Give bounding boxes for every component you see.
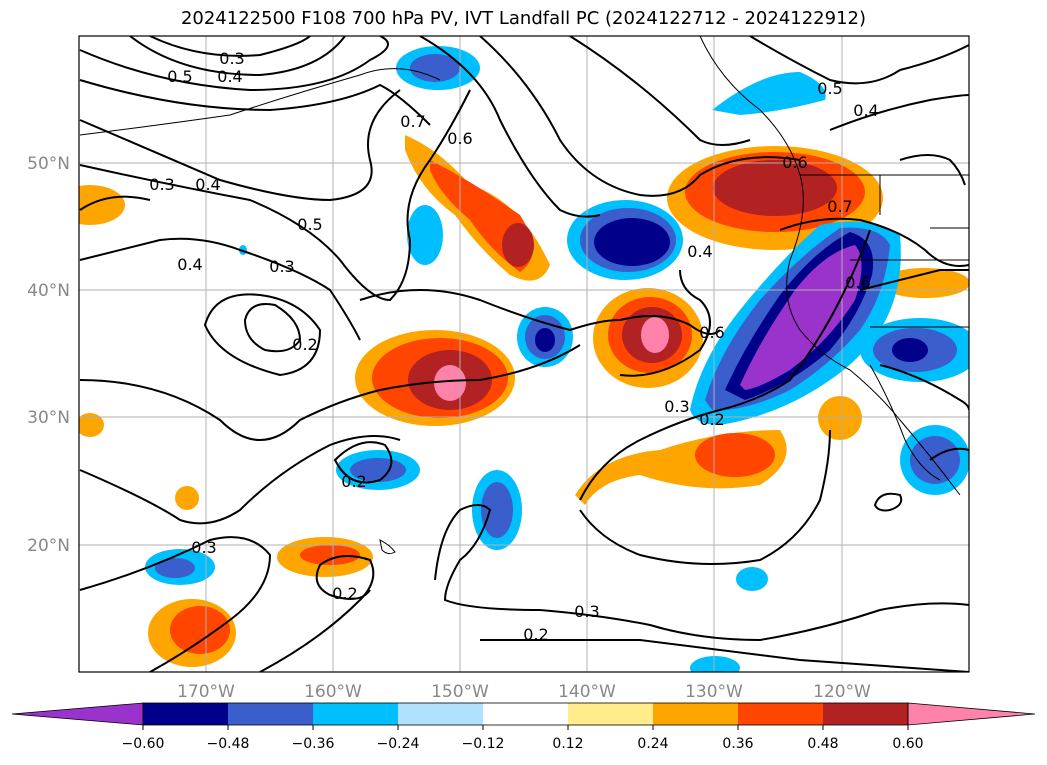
contour-label: 0.3 — [574, 602, 599, 621]
colorbar-ticks: −0.60 −0.48 −0.36 −0.24 −0.12 0.12 0.24 0.36 0.4… — [122, 725, 924, 752]
contour-label: 0.6 — [699, 323, 724, 342]
colorbar-segment — [483, 703, 568, 725]
contour-label: 0.2 — [523, 625, 548, 644]
lon-label: 120°W — [813, 682, 871, 702]
contour-label: 0.4 — [217, 67, 242, 86]
colorbar-tick-label: 0.60 — [892, 736, 923, 752]
colorbar-segment — [313, 703, 398, 725]
contour-label: 0.2 — [292, 335, 317, 354]
map-frame — [78, 35, 970, 673]
contour-label: 0.3 — [219, 49, 244, 68]
contour-label: 0.5 — [817, 79, 842, 98]
contour-label: 0.6 — [845, 273, 870, 292]
lon-label: 160°W — [304, 682, 362, 702]
colorbar-tick-label: 0.12 — [552, 736, 583, 752]
lon-label: 170°W — [177, 682, 235, 702]
contour-label: 0.7 — [400, 112, 425, 131]
colorbar-segment — [653, 703, 738, 725]
contour-label: 0.4 — [687, 242, 712, 261]
colorbar-tick-label: −0.12 — [462, 736, 505, 752]
contour-label: 0.2 — [699, 410, 724, 429]
contour-label: 0.4 — [195, 175, 220, 194]
colorbar-extend-high — [907, 702, 1036, 726]
contour-label: 0.6 — [447, 129, 472, 148]
colorbar — [11, 702, 1036, 726]
contour-label: 0.2 — [341, 472, 366, 491]
colorbar-tick-label: 0.24 — [637, 736, 668, 752]
contour-label: 0.3 — [191, 538, 216, 557]
lat-label: 40°N — [27, 281, 70, 301]
colorbar-tick-label: 0.36 — [722, 736, 753, 752]
colorbar-segment — [143, 703, 228, 725]
contour-label: 0.4 — [853, 101, 878, 120]
colorbar-extend-low — [11, 702, 144, 726]
colorbar-tick-label: 0.48 — [807, 736, 838, 752]
filled-anomalies — [79, 46, 969, 672]
contour-label: 0.3 — [664, 397, 689, 416]
colorbar-segment — [228, 703, 313, 725]
colorbar-tick-label: −0.60 — [122, 736, 165, 752]
contour-label: 0.5 — [167, 67, 192, 86]
map-title: 2024122500 F108 700 hPa PV, IVT Landfall… — [180, 8, 867, 29]
colorbar-segment — [398, 703, 483, 725]
lat-label: 30°N — [27, 408, 70, 428]
contour-label: 0.3 — [269, 257, 294, 276]
colorbar-tick-label: −0.48 — [207, 736, 250, 752]
colorbar-segment — [568, 703, 653, 725]
colorbar-tick-label: −0.36 — [292, 736, 335, 752]
colorbar-tick-label: −0.24 — [377, 736, 420, 752]
colorbar-segment — [823, 703, 908, 725]
coastlines — [79, 36, 969, 555]
lat-label: 50°N — [27, 154, 70, 174]
contour-label: 0.2 — [332, 584, 357, 603]
contour-label: 0.7 — [827, 197, 852, 216]
contours — [79, 36, 969, 672]
lon-label: 140°W — [558, 682, 616, 702]
lon-label: 130°W — [685, 682, 743, 702]
lat-label: 20°N — [27, 536, 70, 556]
contour-label: 0.6 — [782, 153, 807, 172]
colorbar-outline — [142, 702, 909, 726]
contour-label: 0.5 — [297, 215, 322, 234]
colorbar-segment — [738, 703, 823, 725]
contour-label: 0.4 — [177, 255, 202, 274]
contour-label: 0.3 — [149, 175, 174, 194]
graticule — [79, 36, 969, 672]
lon-label: 150°W — [431, 682, 489, 702]
